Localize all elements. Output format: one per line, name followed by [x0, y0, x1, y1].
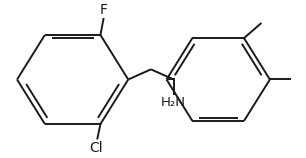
Text: Cl: Cl	[89, 141, 103, 155]
Text: H₂N: H₂N	[161, 96, 186, 109]
Text: F: F	[99, 3, 107, 17]
